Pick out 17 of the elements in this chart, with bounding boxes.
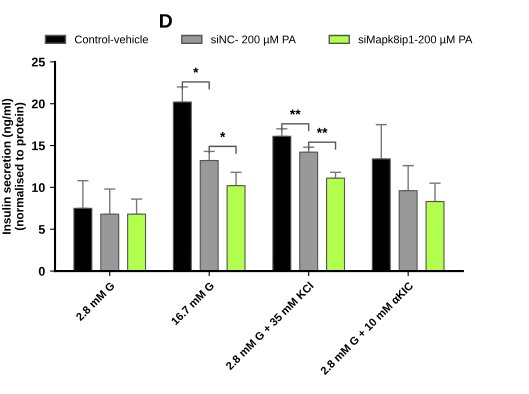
y-axis-title: Insulin secretion (ng/ml) (normalised to protein) <box>2 98 26 234</box>
y-tick-label: 5 <box>38 225 45 234</box>
x-tick-label: 2.8 mM G <box>75 281 116 322</box>
x-tick-label: 2.8 mM G + 35 mM KCl <box>224 281 314 370</box>
y-tick-label: 15 <box>32 141 45 150</box>
legend-label: siMapk8ip1-200 µM PA <box>358 35 472 46</box>
annotation: * <box>220 132 226 138</box>
y-tick-label: 0 <box>38 266 45 276</box>
y-tick-label: 10 <box>32 183 45 192</box>
legend-label: siNC- 200 µM PA <box>211 35 296 46</box>
chart-title: D <box>160 14 172 28</box>
y-tick-label: 20 <box>32 100 45 108</box>
annotation: * <box>193 68 198 73</box>
y-tick-label: 25 <box>32 58 45 67</box>
legend-label: Control-vehicle <box>74 35 148 44</box>
annotation: ** <box>290 109 301 115</box>
annotation: ** <box>316 128 328 134</box>
